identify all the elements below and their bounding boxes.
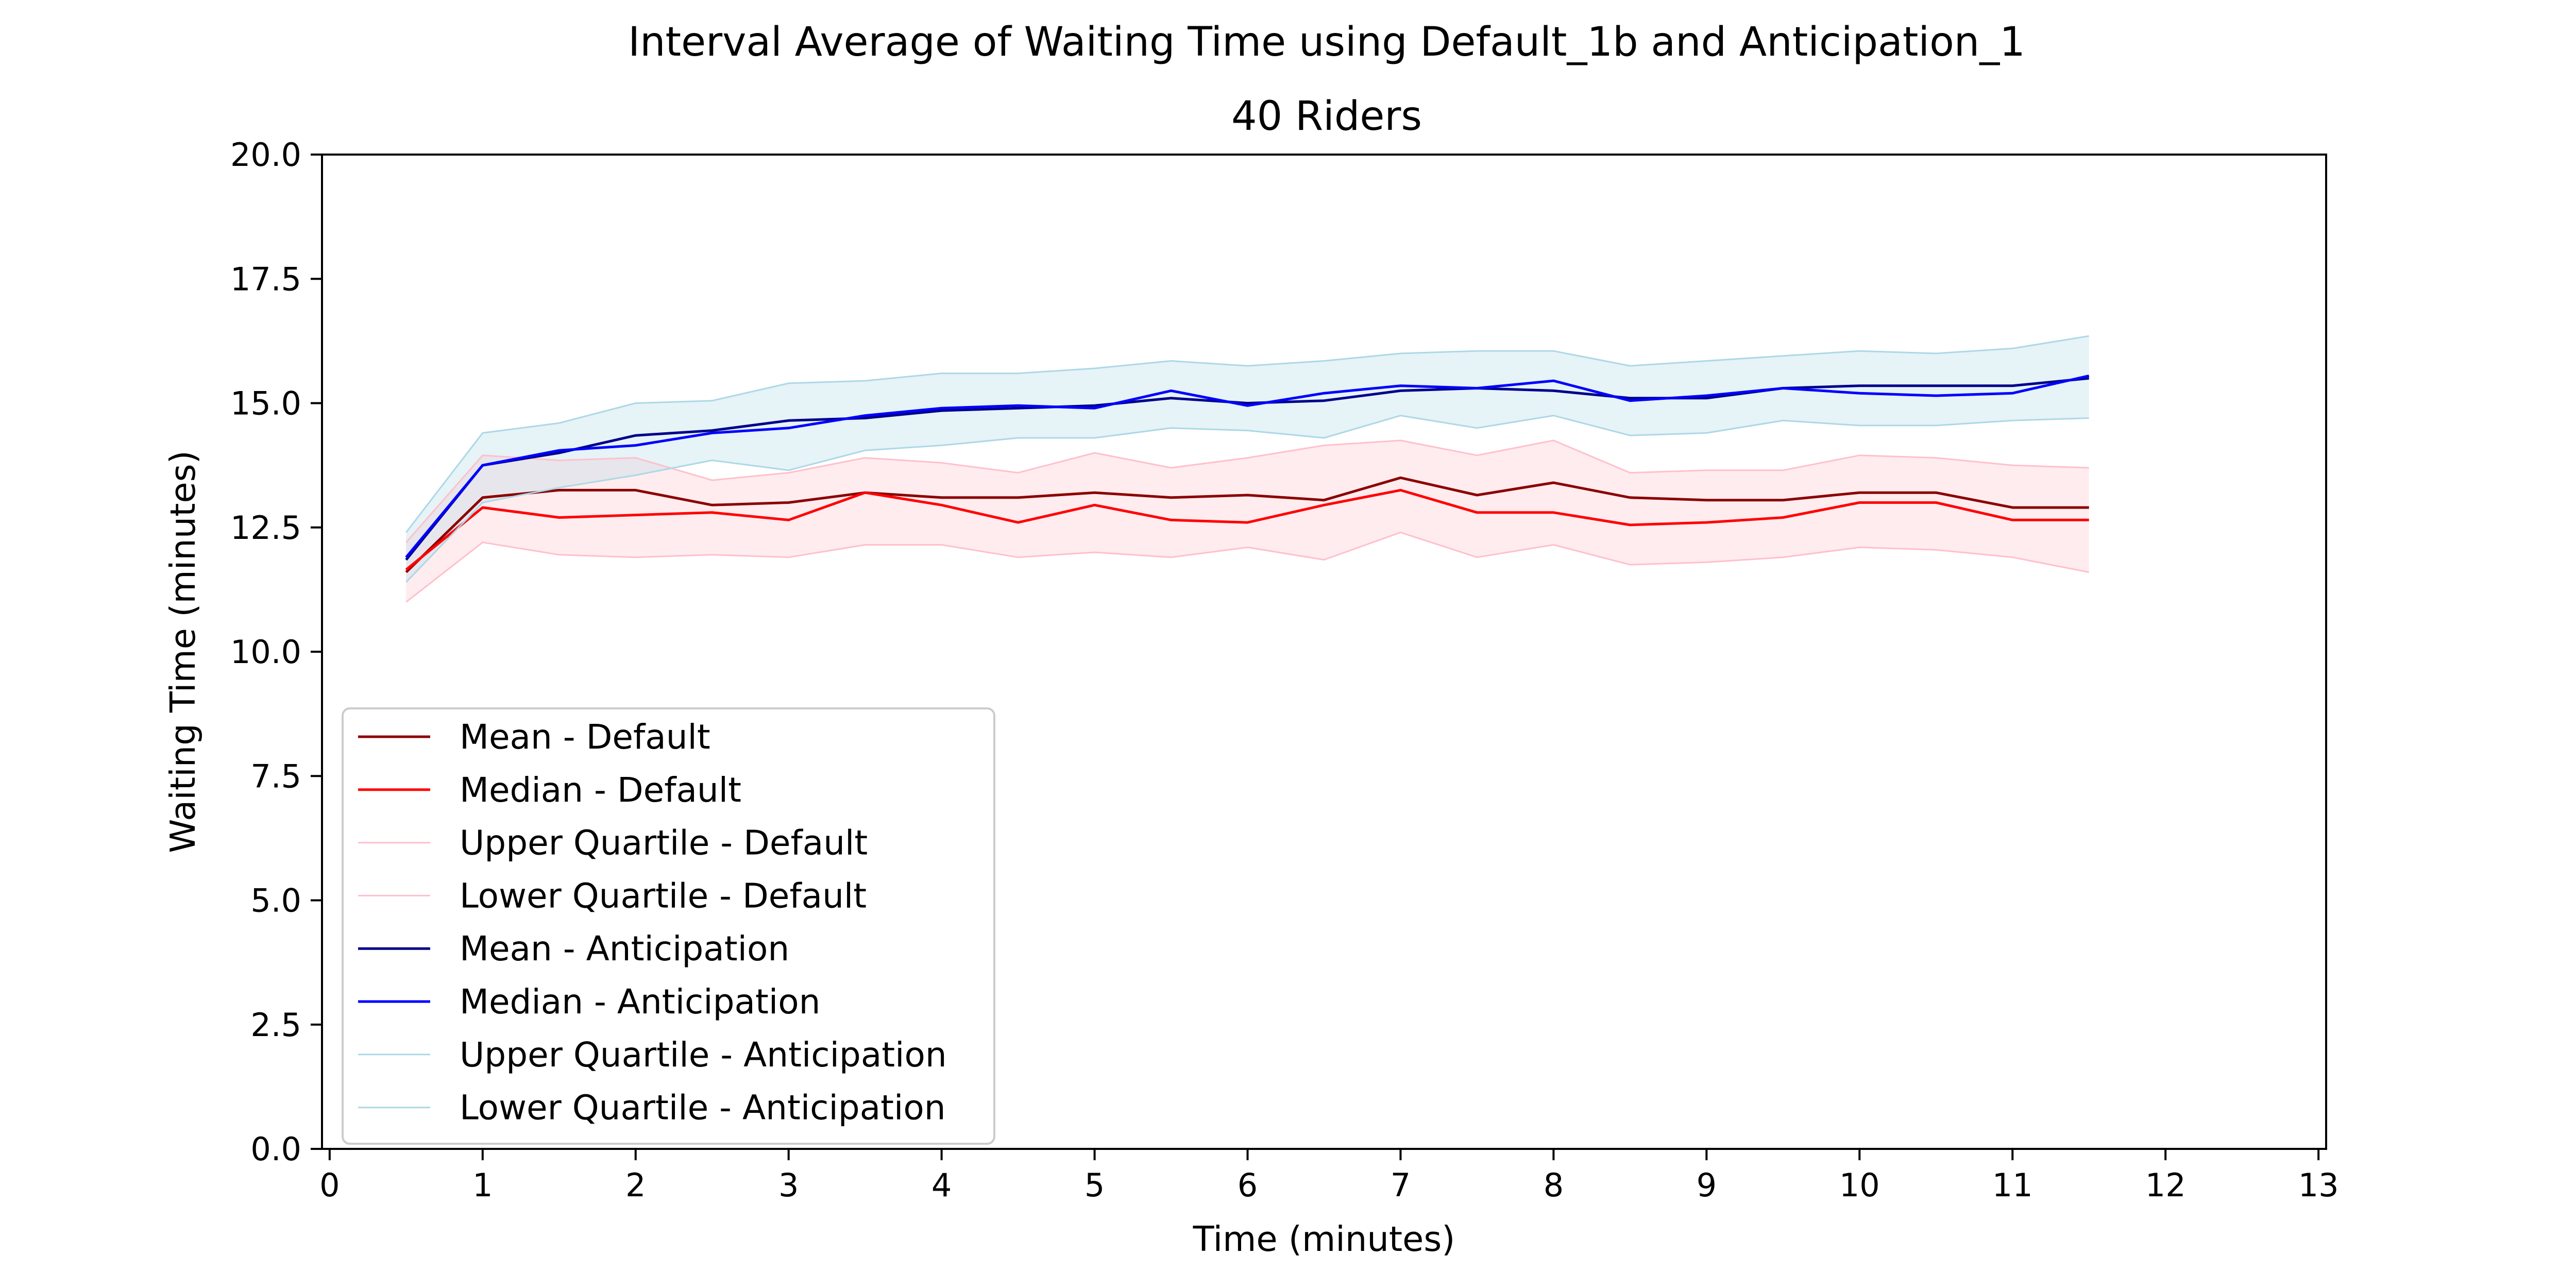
x-tick-label: 8	[1544, 1166, 1564, 1204]
legend: Mean - Default Median - Default Upper Quar…	[342, 707, 995, 1145]
legend-label: Lower Quartile - Default	[460, 876, 867, 916]
x-tick-label: 12	[2145, 1166, 2186, 1204]
y-tick-label: 10.0	[230, 633, 301, 671]
x-tick-label: 0	[319, 1166, 340, 1204]
legend-label: Upper Quartile - Anticipation	[460, 1035, 947, 1075]
chart-subtitle: 40 Riders	[1231, 93, 1422, 140]
x-tick-label: 1	[472, 1166, 493, 1204]
series-line-upper-quartile-anticipation	[405, 335, 2089, 533]
series-line-mean-anticipation	[405, 377, 2089, 561]
y-axis-label: Waiting Time (minutes)	[163, 450, 203, 853]
legend-label: Median - Anticipation	[460, 982, 820, 1022]
x-tick-label: 4	[931, 1166, 952, 1204]
plot-area	[405, 335, 2090, 603]
series-line-median-default	[405, 488, 2089, 571]
legend-label: Median - Default	[460, 770, 741, 810]
y-tick-label: 5.0	[250, 882, 301, 920]
y-tick-label: 12.5	[230, 509, 301, 547]
y-tick-label: 17.5	[230, 260, 301, 298]
y-tick-label: 15.0	[230, 385, 301, 422]
series-line-lower-quartile-anticipation	[405, 415, 2089, 583]
x-tick-label: 7	[1391, 1166, 1411, 1204]
x-tick-label: 5	[1084, 1166, 1105, 1204]
legend-box	[342, 707, 995, 1145]
x-tick-label: 11	[1992, 1166, 2033, 1204]
series-line-upper-quartile-default	[405, 439, 2089, 543]
x-tick-label: 3	[778, 1166, 799, 1204]
legend-label: Mean - Anticipation	[460, 929, 789, 969]
series-line-median-anticipation	[405, 374, 2090, 558]
x-tick-label: 6	[1238, 1166, 1258, 1204]
chart-title: Interval Average of Waiting Time using D…	[628, 19, 2025, 65]
legend-label: Lower Quartile - Anticipation	[460, 1088, 946, 1128]
y-tick-label: 0.0	[250, 1130, 301, 1168]
y-tick-label: 20.0	[230, 136, 301, 174]
series-lines	[405, 335, 2090, 603]
y-tick-label: 2.5	[250, 1006, 301, 1044]
y-tick-label: 7.5	[250, 757, 301, 795]
y-axis: 0.0 2.5 5.0 7.5 10.0 12.5 15.0 17.5 20.0	[230, 136, 322, 1168]
legend-label: Mean - Default	[460, 717, 710, 757]
x-tick-label: 13	[2298, 1166, 2339, 1204]
x-axis-label: Time (minutes)	[1193, 1219, 1455, 1259]
series-line-mean-default	[405, 476, 2089, 573]
x-tick-label: 2	[625, 1166, 646, 1204]
legend-label: Upper Quartile - Default	[460, 823, 868, 863]
x-axis: 0 1 2 3 4 5 6 7 8 9 10 11 12 13	[319, 1149, 2339, 1204]
x-tick-label: 9	[1697, 1166, 1717, 1204]
x-tick-label: 10	[1839, 1166, 1880, 1204]
series-line-lower-quartile-default	[405, 531, 2089, 603]
